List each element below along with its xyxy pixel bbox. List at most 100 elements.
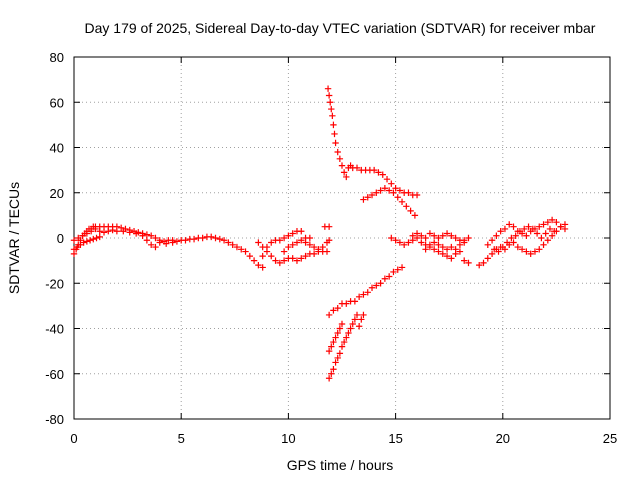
data-point [396,239,404,246]
y-tick-label: -20 [45,276,64,291]
y-tick-label: 60 [50,95,64,110]
data-point [105,228,112,235]
data-point [465,259,472,267]
data-point [86,237,94,244]
data-point [491,246,498,253]
data-point [430,239,438,246]
y-tick-label: -60 [45,367,64,382]
data-point [338,320,346,328]
data-point [139,232,146,239]
data-point [79,232,86,239]
data-point [443,252,451,260]
data-point [360,196,367,203]
data-point [394,194,401,201]
data-point [276,259,284,267]
data-point [518,246,526,253]
data-point [126,229,133,236]
data-point [77,241,84,248]
data-point [143,237,151,244]
data-point [225,239,232,246]
data-point [523,248,530,255]
data-point [327,99,334,106]
data-point [289,255,296,262]
data-point [379,171,386,178]
data-point [488,237,496,244]
data-point [422,234,429,242]
data-point [495,248,502,255]
data-point [392,237,399,244]
data-point [413,191,421,199]
data-point [381,275,389,282]
y-tick-label: 80 [50,50,64,65]
data-point [255,261,262,269]
data-point [484,255,491,262]
x-tick-label: 25 [603,431,617,446]
data-point [325,347,333,355]
data-point [92,225,99,233]
data-point [334,148,341,156]
data-point [373,282,380,289]
data-point [418,239,425,246]
data-point [306,234,314,242]
data-point [439,250,446,258]
data-point [435,234,442,242]
data-point [216,235,223,243]
data-point [242,248,249,255]
data-point [120,228,127,235]
data-point [255,239,262,246]
x-tick-label: 5 [178,431,185,446]
data-point [325,237,333,244]
data-point [368,284,376,291]
data-point [510,239,517,246]
data-point [548,232,556,239]
y-tick-label: -80 [45,412,64,427]
data-point [268,252,275,260]
x-tick-label: 10 [281,431,295,446]
data-point [162,240,170,247]
data-point [497,228,504,235]
data-point [561,225,569,233]
data-point [169,239,176,246]
data-point [246,252,254,260]
data-point [325,223,333,230]
data-point [334,354,341,362]
y-tick-label: -40 [45,322,64,337]
y-tick-label: 40 [50,141,64,156]
data-point [343,300,350,307]
data-point [340,338,348,346]
data-point [398,198,406,205]
data-point [452,234,459,242]
data-point [388,234,395,242]
data-point [506,221,513,228]
data-point [83,238,91,245]
data-point [448,255,455,262]
x-tick-label: 20 [496,431,510,446]
data-point [293,239,301,246]
data-point [385,187,393,194]
data-point [501,225,509,233]
data-point [336,325,344,332]
data-point [355,323,363,330]
axis-ticks: 0 5 10 15 20 25 -80 -60 -40 -20 0 20 40 60 80 [45,50,617,446]
data-point [364,289,371,296]
x-tick-label: 0 [70,431,77,446]
data-point [132,230,140,237]
data-point [448,243,455,251]
data-point [83,230,91,237]
data-point [289,241,296,248]
data-point [544,237,552,244]
data-point [109,226,116,234]
data-point [319,243,326,251]
x-tick-label: 15 [388,431,402,446]
data-point [238,246,245,253]
data-point [229,241,236,248]
data-point [332,359,339,366]
data-point [336,350,344,357]
data-point [345,329,352,337]
data-point [268,239,275,246]
data-point [403,203,410,210]
data-point [536,246,543,253]
data-point [514,243,522,251]
data-point [529,225,537,233]
x-axis-label: GPS time / hours [287,457,394,473]
